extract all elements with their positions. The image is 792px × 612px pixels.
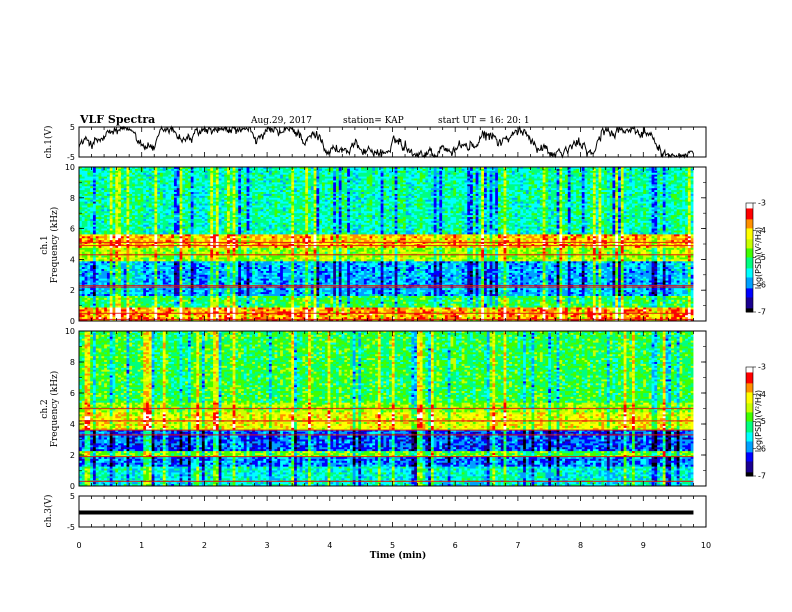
start-time-label: start UT = 16: 20: 1 xyxy=(438,116,530,126)
date-label: Aug.29, 2017 xyxy=(250,116,312,126)
ch1-y-tick-label: -5 xyxy=(67,153,75,162)
ch1-y-tick-label: 5 xyxy=(70,123,75,132)
station-label: station= KAP xyxy=(343,116,404,126)
figure-title: VLF Spectra xyxy=(79,113,155,126)
ch1-waveform-line xyxy=(79,127,694,157)
ch1-waveform-panel: 5 -5 xyxy=(67,123,706,162)
ch1-spectrogram-cells xyxy=(79,167,694,321)
vlf-spectra-figure: VLF Spectra Aug.29, 2017 station= KAP st… xyxy=(0,0,792,612)
